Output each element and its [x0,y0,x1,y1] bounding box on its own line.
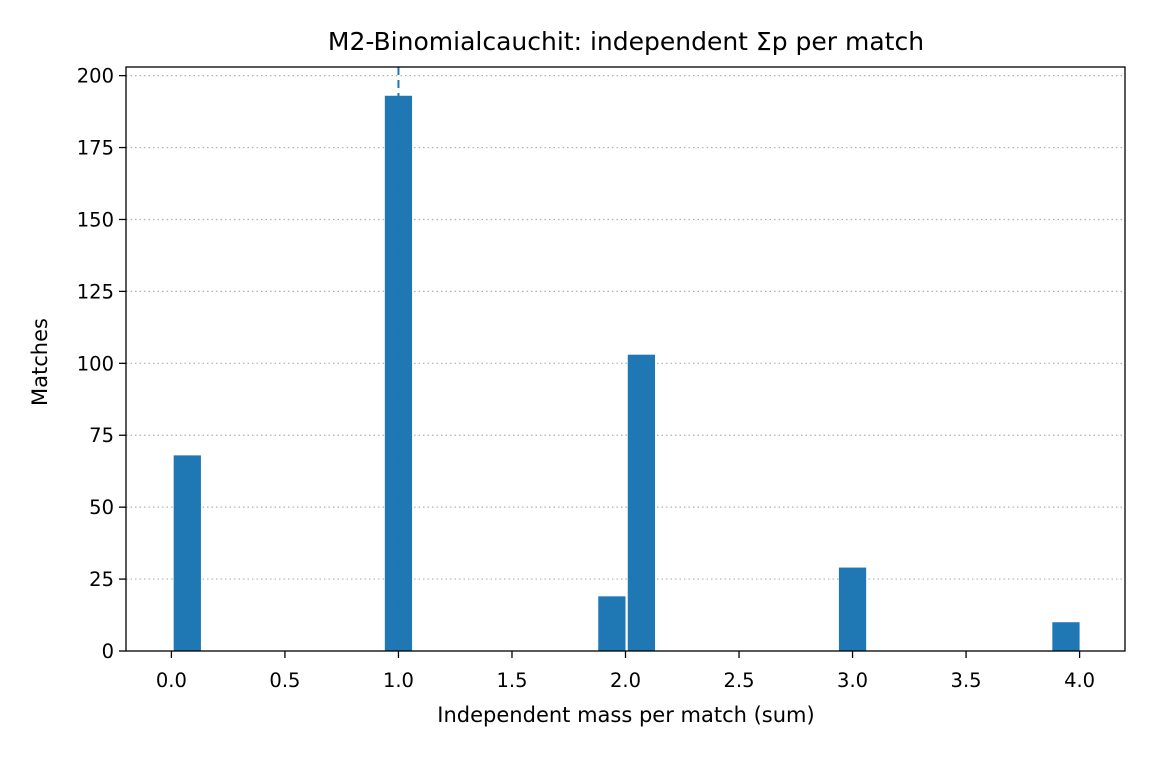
chart-title: M2-Binomialcauchit: independent Σp per m… [328,27,924,56]
y-tick-label: 200 [77,65,114,88]
x-tick-label: 1.5 [496,669,527,692]
x-tick-label: 0.5 [269,669,300,692]
y-tick-label: 100 [77,352,114,375]
x-tick-label: 0.0 [156,669,187,692]
x-axis-ticks: 0.0 0.5 1.0 1.5 2.0 2.5 3.0 3.5 4.0 [156,651,1095,692]
y-tick-label: 0 [102,640,114,663]
y-tick-label: 150 [77,208,114,231]
x-tick-label: 2.5 [724,669,755,692]
bar [1052,622,1080,651]
bar [598,596,626,651]
y-axis-label: Matches [28,318,52,406]
plot-area-frame [125,66,1126,652]
bars [173,95,1080,651]
y-tick-label: 50 [89,496,114,519]
x-tick-label: 3.0 [837,669,868,692]
bar [627,354,656,651]
y-axis-ticks: 0 25 50 75 100 125 150 175 200 [77,65,126,663]
x-tick-label: 1.0 [383,669,414,692]
y-tick-label: 175 [77,137,114,160]
grid-lines [126,75,1125,580]
bar [173,455,201,651]
x-tick-label: 2.0 [610,669,641,692]
x-tick-label: 4.0 [1064,669,1095,692]
bar [838,567,867,651]
x-axis-label: Independent mass per match (sum) [437,703,814,727]
x-tick-label: 3.5 [951,669,982,692]
y-tick-label: 25 [89,568,114,591]
y-tick-label: 125 [77,280,114,303]
y-tick-label: 75 [89,424,114,447]
